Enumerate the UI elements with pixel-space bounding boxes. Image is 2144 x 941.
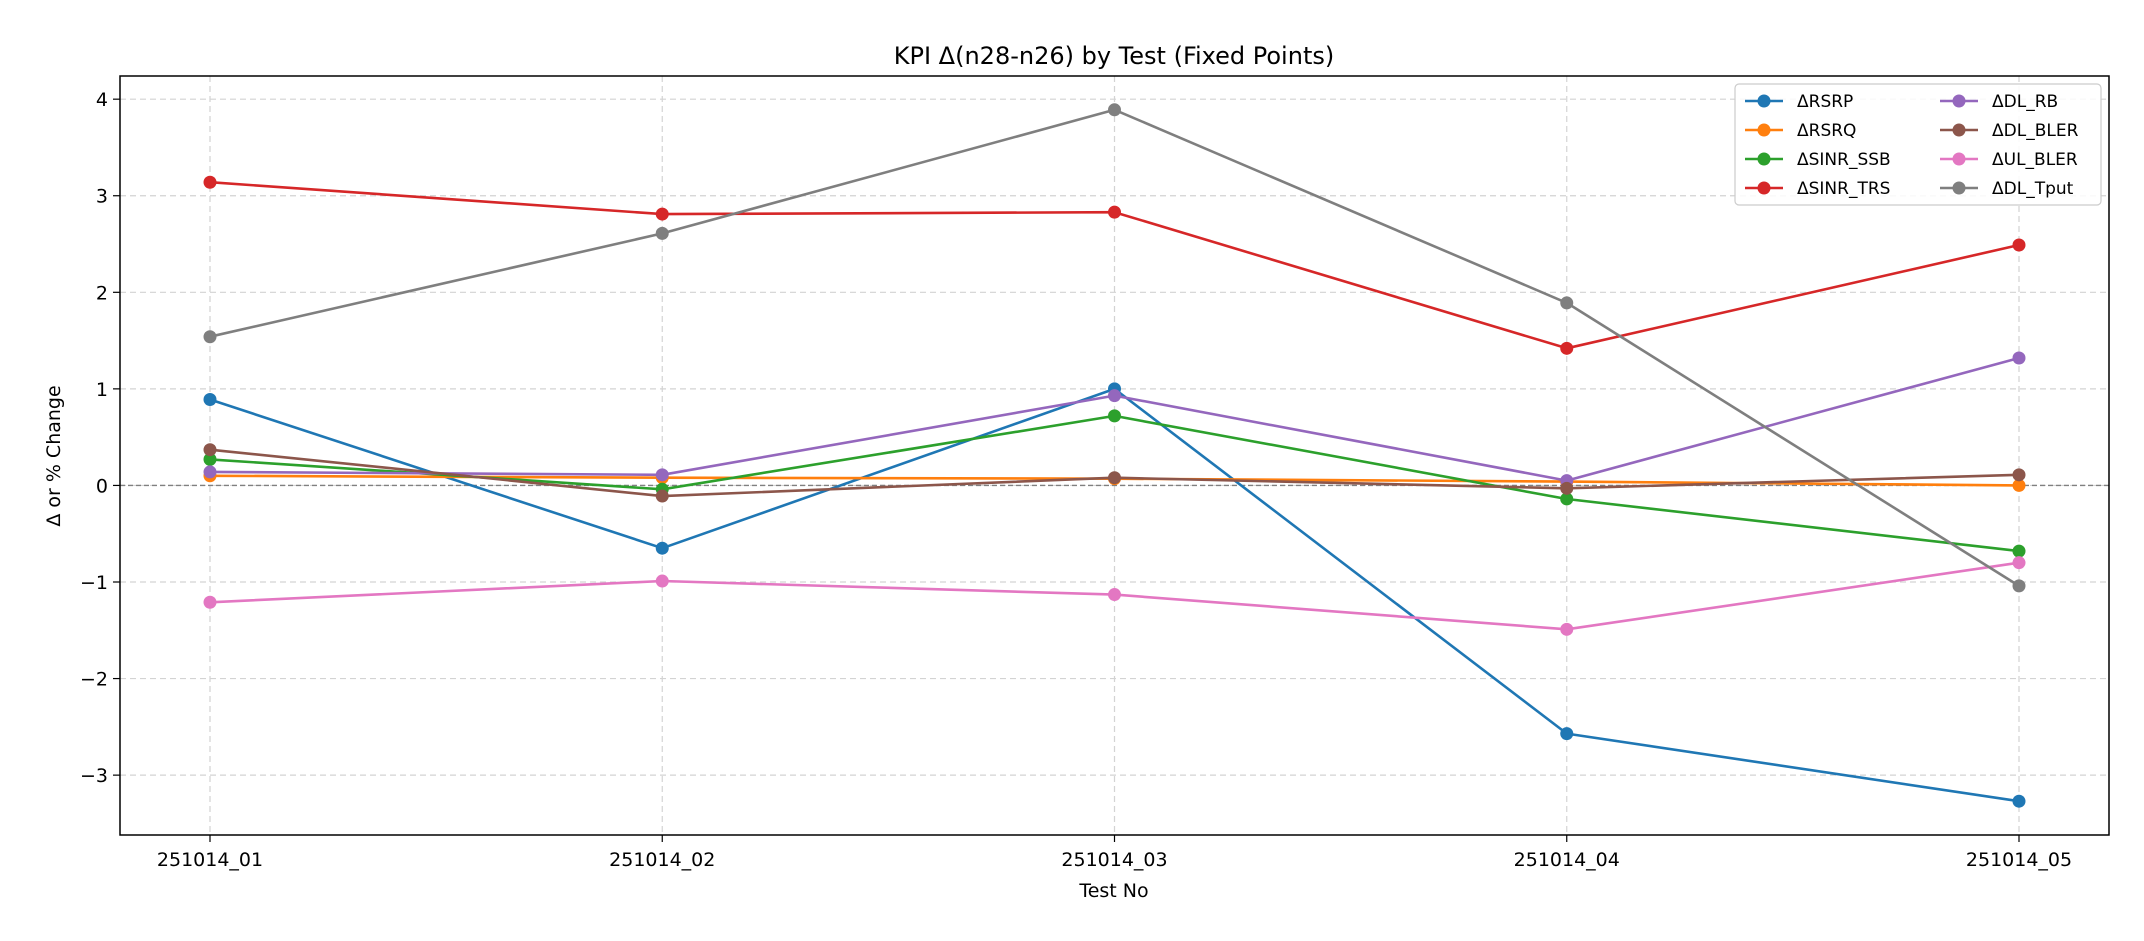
x-tick-label: 251014_04 — [1514, 849, 1620, 871]
data-point — [203, 392, 217, 406]
x-axis-ticks: 251014_01 251014_02 251014_03 251014_04 2510… — [157, 835, 2072, 871]
legend-swatch-marker — [1757, 181, 1771, 195]
y-axis-label: Δ or % Change — [43, 385, 65, 526]
data-point — [203, 175, 217, 189]
data-point — [203, 330, 217, 344]
data-point — [655, 226, 669, 240]
data-point — [1560, 341, 1574, 355]
data-point — [1560, 481, 1574, 495]
legend-item: ΔDL_Tput — [1940, 179, 2074, 199]
data-point — [2012, 556, 2026, 570]
data-point — [2012, 351, 2026, 365]
x-tick-label: 251014_03 — [1061, 849, 1167, 871]
legend-swatch-marker — [1952, 152, 1966, 166]
legend-item: ΔSINR_SSB — [1745, 150, 1891, 170]
legend-box — [1734, 83, 2102, 206]
x-tick-label: 251014_05 — [1966, 849, 2072, 871]
data-point — [203, 452, 217, 466]
y-axis-ticks: −3 −2 −1 0 1 2 3 4 — [80, 89, 120, 787]
data-point — [2012, 544, 2026, 558]
legend-label: ΔDL_Tput — [1992, 179, 2074, 199]
legend-label: ΔDL_RB — [1992, 92, 2058, 112]
data-point — [1108, 409, 1121, 423]
data-point — [203, 595, 217, 609]
data-point — [1560, 727, 1574, 741]
series-ΔDL_Tput — [203, 103, 2026, 593]
data-point — [2012, 468, 2026, 482]
data-point — [2012, 238, 2026, 252]
legend-label: ΔSINR_TRS — [1797, 179, 1890, 199]
data-point — [1560, 296, 1574, 310]
legend-label: ΔRSRP — [1797, 92, 1853, 112]
data-point — [655, 468, 669, 482]
legend-item: ΔDL_BLER — [1940, 121, 2079, 141]
grid — [120, 76, 2109, 835]
legend-item: ΔRSRP — [1745, 92, 1853, 112]
data-point — [203, 465, 217, 479]
data-point — [655, 574, 669, 588]
y-tick-label: 0 — [96, 475, 108, 497]
data-point — [1108, 205, 1121, 219]
data-point — [2012, 478, 2026, 492]
data-point — [655, 489, 669, 503]
series-lines — [203, 103, 2026, 808]
legend-label: ΔDL_BLER — [1992, 121, 2079, 141]
y-tick-label: 1 — [96, 379, 108, 401]
y-tick-label: −2 — [80, 669, 108, 691]
x-tick-label: 251014_02 — [609, 849, 715, 871]
legend-swatch-marker — [1757, 123, 1771, 137]
legend-swatch-marker — [1952, 94, 1966, 108]
y-tick-label: 3 — [96, 186, 108, 208]
y-tick-label: −1 — [80, 572, 108, 594]
legend-item: ΔRSRQ — [1745, 121, 1856, 141]
y-tick-label: 4 — [96, 89, 108, 111]
legend-swatch-marker — [1952, 181, 1966, 195]
series-ΔDL_BLER — [203, 443, 2026, 503]
legend-swatch-marker — [1757, 94, 1771, 108]
data-point — [1560, 492, 1574, 506]
legend: ΔRSRP ΔRSRQ ΔSINR_SSB ΔSINR_TRS ΔDL_RB ΔDL_BL… — [1734, 83, 2102, 206]
chart-title: KPI Δ(n28-n26) by Test (Fixed Points) — [894, 42, 1334, 70]
data-point — [655, 541, 669, 555]
x-axis-label: Test No — [1078, 880, 1148, 902]
legend-swatch-marker — [1757, 152, 1771, 166]
x-tick-label: 251014_01 — [157, 849, 263, 871]
legend-label: ΔRSRQ — [1797, 121, 1856, 141]
y-tick-label: 2 — [96, 282, 108, 304]
legend-item: ΔUL_BLER — [1940, 150, 2078, 170]
legend-label: ΔSINR_SSB — [1797, 150, 1891, 170]
series-ΔUL_BLER — [203, 556, 2026, 636]
legend-label: ΔUL_BLER — [1992, 150, 2078, 170]
data-point — [1560, 622, 1574, 636]
legend-item: ΔSINR_TRS — [1745, 179, 1890, 199]
data-point — [203, 443, 217, 457]
data-point — [1108, 471, 1121, 485]
legend-item: ΔDL_RB — [1940, 92, 2058, 112]
legend-swatch-marker — [1952, 123, 1966, 137]
y-tick-label: −3 — [80, 765, 108, 787]
data-point — [1108, 588, 1121, 602]
data-point — [2012, 579, 2026, 593]
data-point — [1108, 389, 1121, 403]
series-ΔSINR_TRS — [203, 175, 2026, 355]
data-point — [655, 207, 669, 221]
data-point — [2012, 794, 2026, 808]
data-point — [1108, 103, 1121, 117]
